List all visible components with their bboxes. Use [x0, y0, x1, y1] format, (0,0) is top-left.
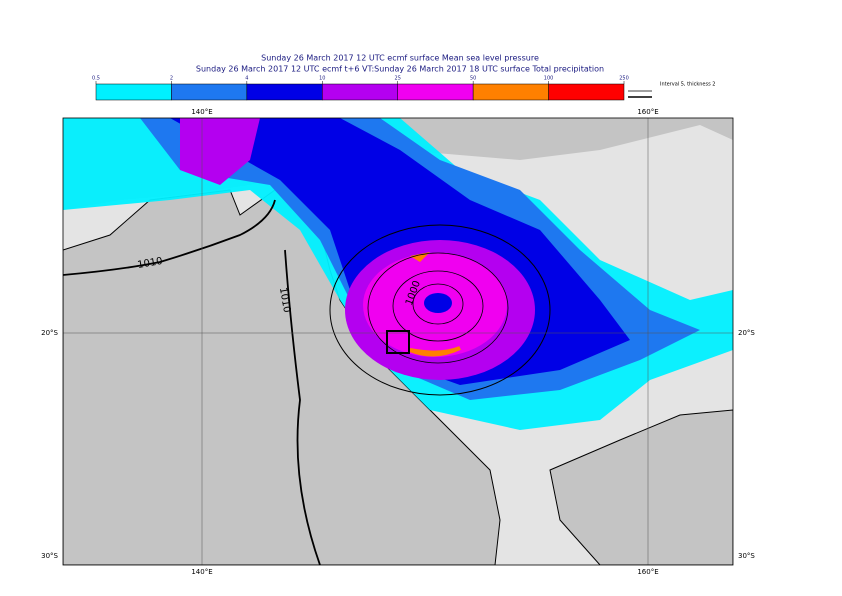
map-frame [62, 117, 734, 566]
title-line: Sunday 26 March 2017 12 UTC ecmf t+6 VT:… [196, 65, 604, 74]
lon-label: 160°E [637, 108, 658, 116]
colorbar-bin [95, 83, 172, 101]
colorbar-label: 10 [319, 76, 325, 82]
colorbar-label: 25 [395, 76, 401, 82]
contour-label: 1010 [137, 256, 164, 271]
colorbar-bin [472, 83, 549, 101]
lon-label: 160°E [637, 568, 658, 576]
colorbar-bin [548, 83, 625, 101]
interval-note: Interval 5, thickness 2 [660, 82, 716, 88]
contour-label: 1010 [277, 287, 292, 314]
colorbar: 0.5 2 4 10 25 50 100 250 [92, 76, 629, 101]
lon-label: 140°E [191, 568, 212, 576]
colorbar-label: 4 [245, 76, 248, 82]
lat-label: 20°S [41, 329, 58, 337]
lat-label: 30°S [738, 552, 755, 560]
colorbar-label: 100 [544, 76, 554, 82]
colorbar-bin [246, 83, 323, 101]
lat-label: 30°S [41, 552, 58, 560]
colorbar-bin [171, 83, 248, 101]
colorbar-bin [322, 83, 398, 101]
lon-label: 140°E [191, 108, 212, 116]
colorbar-bin [397, 83, 474, 101]
colorbar-label: 0.5 [92, 76, 100, 82]
colorbar-label: 50 [470, 76, 476, 82]
colorbar-label: 250 [619, 76, 629, 82]
title-line: Sunday 26 March 2017 12 UTC ecmf surface… [261, 54, 539, 63]
colorbar-label: 2 [170, 76, 173, 82]
lat-label: 20°S [738, 329, 755, 337]
map: 1010 1010 1000 [63, 118, 733, 565]
